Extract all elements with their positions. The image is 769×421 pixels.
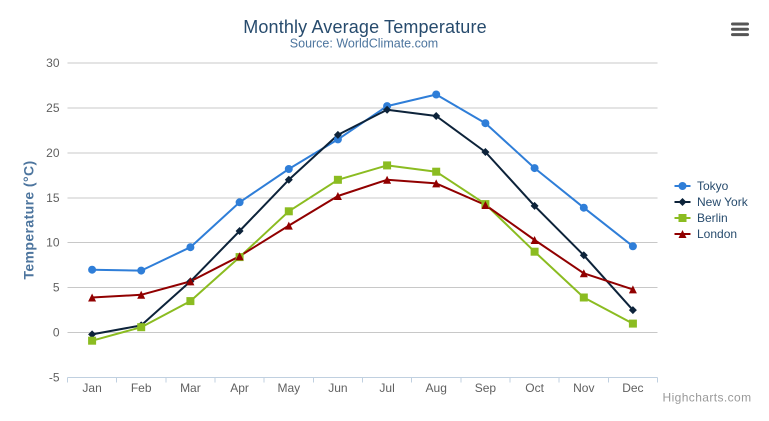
svg-text:Jun: Jun	[328, 381, 347, 395]
svg-text:-5: -5	[49, 371, 60, 385]
svg-text:May: May	[277, 381, 300, 395]
svg-text:London: London	[697, 227, 737, 241]
svg-text:20: 20	[46, 146, 60, 160]
svg-text:25: 25	[46, 101, 60, 115]
svg-text:Berlin: Berlin	[697, 211, 728, 225]
svg-text:New York: New York	[697, 195, 749, 209]
svg-text:5: 5	[53, 281, 60, 295]
svg-text:15: 15	[46, 191, 60, 205]
svg-text:Sep: Sep	[475, 381, 497, 395]
svg-text:Monthly Average Temperature: Monthly Average Temperature	[243, 17, 487, 37]
svg-text:Oct: Oct	[525, 381, 544, 395]
svg-text:Mar: Mar	[180, 381, 201, 395]
svg-text:Apr: Apr	[230, 381, 249, 395]
svg-text:Dec: Dec	[622, 381, 643, 395]
svg-text:Tokyo: Tokyo	[697, 179, 729, 193]
svg-text:Feb: Feb	[131, 381, 152, 395]
svg-text:Jul: Jul	[379, 381, 394, 395]
svg-text:10: 10	[46, 236, 60, 250]
svg-text:Jan: Jan	[82, 381, 101, 395]
svg-text:30: 30	[46, 56, 60, 70]
svg-text:0: 0	[53, 326, 60, 340]
svg-text:Nov: Nov	[573, 381, 594, 395]
svg-text:Source: WorldClimate.com: Source: WorldClimate.com	[290, 37, 438, 51]
svg-text:Aug: Aug	[426, 381, 447, 395]
svg-text:Temperature (°C): Temperature (°C)	[21, 160, 37, 279]
svg-text:Highcharts.com: Highcharts.com	[663, 391, 752, 405]
